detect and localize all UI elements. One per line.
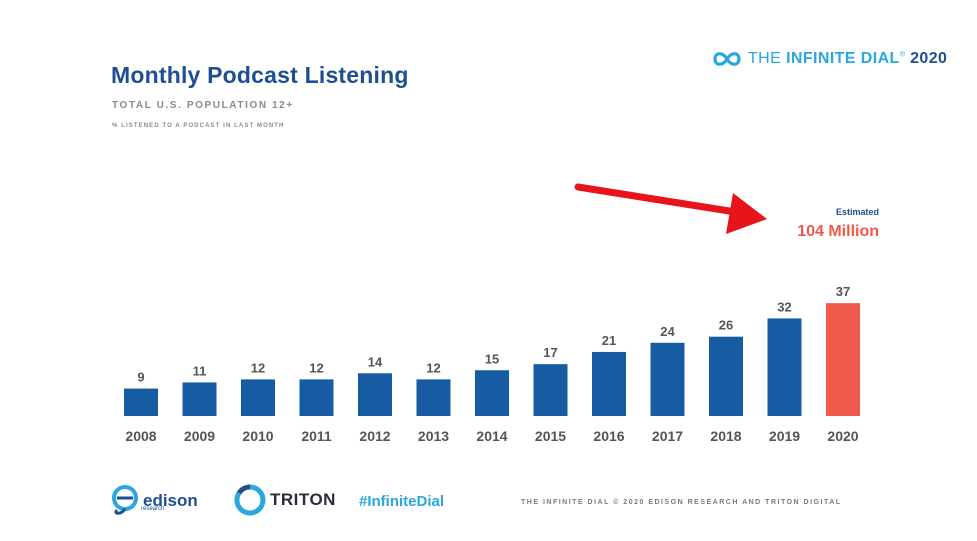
x-tick-2017: 2017 [652,428,683,444]
x-tick-2011: 2011 [301,428,332,444]
brand-trademark: ® [899,51,906,59]
x-tick-2018: 2018 [710,428,741,444]
data-label-2008: 9 [137,370,144,385]
data-label-2010: 12 [251,360,265,375]
bar-2020 [826,303,860,416]
edison-logo-icon [112,485,138,515]
bar-2014 [475,370,509,416]
bar-2016 [592,351,626,416]
x-tick-2015: 2015 [535,428,566,444]
edison-name: edison [143,490,198,510]
data-label-2019: 32 [777,299,791,314]
bar-2011 [299,379,334,416]
infinite-dial-logo: THE INFINITE DIAL® 2020 [712,47,947,71]
data-label-2009: 11 [193,363,207,378]
x-tick-2013: 2013 [418,428,449,444]
bar-2012 [358,373,392,416]
triton-logo: TRITON [234,484,336,516]
data-label-2016: 21 [602,333,616,348]
edison-logo: edison research [111,484,198,516]
bar-2008 [124,388,158,416]
data-label-2014: 15 [485,351,499,366]
infinity-icon [713,52,741,66]
data-label-2018: 26 [719,318,733,333]
copyright-text: THE INFINITE DIAL © 2020 EDISON RESEARCH… [521,499,842,506]
arrow-shaft [574,183,746,217]
x-tick-2014: 2014 [476,428,507,444]
data-label-2013: 12 [426,360,440,375]
bar-2010 [241,379,275,416]
data-label-2012: 14 [368,354,383,369]
brand-year: 2020 [910,50,948,67]
chart-note: % LISTENED TO A PODCAST IN LAST MONTH [112,123,285,129]
x-tick-2008: 2008 [125,428,156,444]
data-label-2017: 24 [660,324,675,339]
bar-2013 [416,379,451,416]
edison-subtext: research [141,506,165,512]
arrow-head [726,193,767,234]
x-tick-2010: 2010 [242,428,273,444]
x-tick-2016: 2016 [593,428,624,444]
x-tick-2020: 2020 [827,428,858,444]
brand-the: THE [748,50,782,67]
subtitle: TOTAL U.S. POPULATION 12+ [112,100,294,111]
data-label-2020: 37 [836,284,850,299]
bar-2019 [767,318,802,416]
data-label-2015: 17 [543,345,557,360]
annotation-label: Estimated [836,207,879,217]
data-label-2011: 12 [309,360,323,375]
page-title: Monthly Podcast Listening [111,62,409,88]
bar-2018 [709,336,743,416]
x-tick-2012: 2012 [359,428,390,444]
bar-2009 [182,382,217,416]
triton-logo-icon [234,484,266,516]
x-tick-2019: 2019 [769,428,800,444]
bar-2017 [650,342,685,416]
bar-2015 [533,364,568,416]
x-tick-2009: 2009 [184,428,215,444]
triton-name: TRITON [270,490,336,509]
annotation-value: 104 Million [797,223,879,240]
brand-name: INFINITE DIAL [786,50,900,67]
hashtag[interactable]: #InfiniteDial [359,493,445,510]
